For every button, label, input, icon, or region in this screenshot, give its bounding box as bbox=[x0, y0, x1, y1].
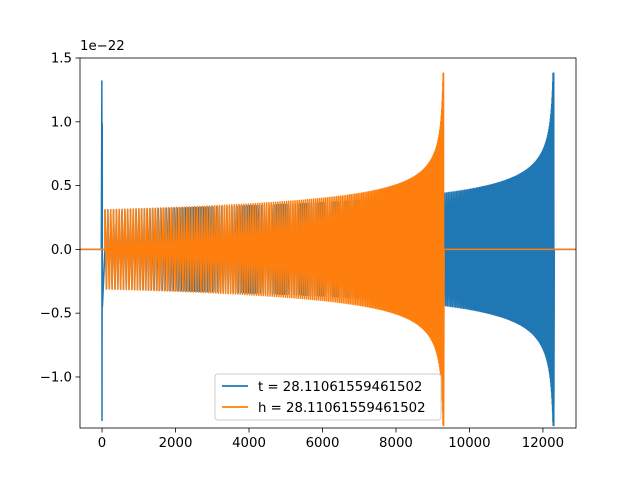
series-line-h bbox=[80, 72, 576, 427]
x-tick-label: 0 bbox=[98, 436, 106, 451]
x-tick-label: 12000 bbox=[522, 436, 564, 451]
x-tick-label: 2000 bbox=[159, 436, 193, 451]
legend-box bbox=[214, 373, 442, 421]
y-axis: −1.0 −0.5 0.0 0.5 1.0 1.5 bbox=[40, 52, 80, 385]
axes-frame bbox=[79, 57, 577, 429]
legend-label-h: h = 28.11061559461502 bbox=[258, 401, 426, 416]
y-tick-label: 1.5 bbox=[51, 52, 72, 67]
y-tick-label: −1.0 bbox=[40, 370, 72, 385]
legend: t = 28.11061559461502 h = 28.11061559461… bbox=[214, 373, 442, 421]
x-tick-label: 10000 bbox=[448, 436, 490, 451]
y-offset-label: 1e−22 bbox=[80, 39, 125, 54]
y-tick-label: 0.5 bbox=[51, 179, 72, 194]
y-tick-label: 1.0 bbox=[51, 115, 72, 130]
x-tick-label: 6000 bbox=[306, 436, 340, 451]
legend-label-t: t = 28.11061559461502 bbox=[258, 380, 422, 395]
y-tick-label: −0.5 bbox=[40, 307, 72, 322]
series-layer bbox=[80, 72, 576, 427]
y-tick-label: 0.0 bbox=[51, 243, 72, 258]
x-tick-label: 4000 bbox=[232, 436, 266, 451]
x-tick-label: 8000 bbox=[379, 436, 413, 451]
x-axis: 0 2000 4000 6000 8000 10000 12000 bbox=[98, 428, 564, 451]
